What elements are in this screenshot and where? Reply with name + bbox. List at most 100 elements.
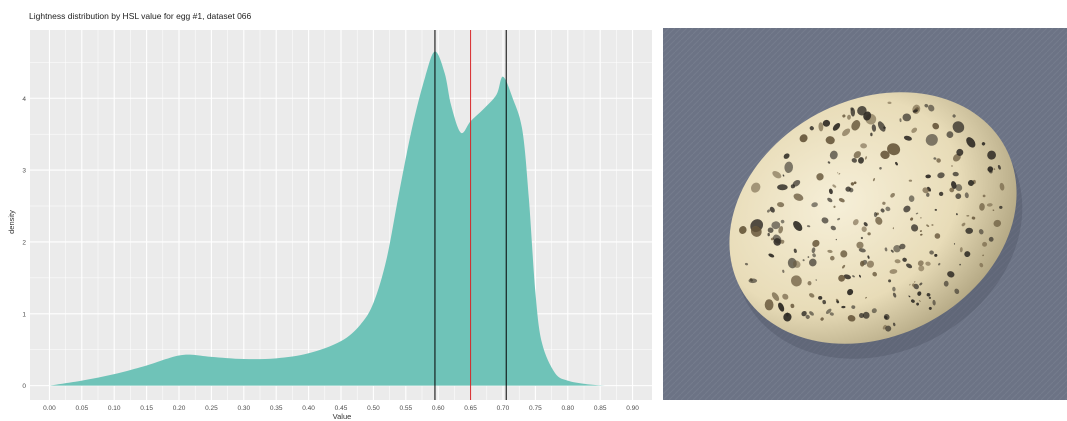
egg-speckle	[893, 244, 901, 253]
egg-speckle	[768, 253, 775, 258]
egg-speckle	[837, 217, 841, 221]
x-tick-label: 0.30	[237, 405, 250, 412]
egg-speckle	[965, 227, 973, 234]
egg-speckle	[801, 310, 807, 317]
egg-speckle	[931, 224, 934, 226]
egg-speckle	[866, 260, 875, 268]
x-tick-label: 0.25	[205, 405, 218, 412]
egg-speckle	[864, 156, 868, 160]
egg-speckle	[816, 173, 824, 181]
egg-speckle	[841, 305, 846, 309]
egg-speckle	[867, 232, 871, 236]
egg-speckle	[908, 195, 915, 202]
egg-speckle	[832, 123, 841, 131]
egg-speckle	[871, 124, 877, 132]
egg-speckle	[847, 114, 851, 120]
egg-speckle	[827, 249, 833, 253]
x-tick-label: 0.00	[43, 405, 56, 412]
egg-speckle	[953, 243, 956, 245]
egg-speckle	[920, 233, 923, 236]
egg-speckle	[892, 227, 894, 230]
egg-speckle	[947, 271, 955, 278]
egg-speckle	[811, 202, 818, 208]
egg-speckle	[952, 121, 965, 133]
x-tick-label: 0.50	[367, 405, 380, 412]
egg-speckle	[773, 238, 782, 246]
egg-speckle	[934, 233, 941, 239]
egg-speckle	[828, 188, 833, 195]
egg-speckle	[806, 225, 811, 228]
egg-speckle	[861, 226, 867, 232]
egg-speckle	[805, 314, 810, 319]
egg-speckle	[778, 226, 784, 234]
egg-speckle	[926, 192, 930, 197]
egg-speckle	[928, 306, 932, 310]
x-tick-label: 0.80	[561, 405, 574, 412]
x-tick-label: 0.40	[302, 405, 315, 412]
egg-speckle	[778, 302, 785, 312]
egg-speckle	[853, 151, 861, 159]
egg-speckle	[811, 247, 816, 254]
egg-speckle	[840, 250, 848, 258]
egg-speckle	[908, 179, 913, 182]
egg-speckle	[902, 257, 907, 262]
egg-speckle	[790, 275, 802, 287]
egg-speckle	[999, 205, 1003, 209]
egg-speckle	[910, 217, 914, 221]
egg-speckle	[857, 105, 867, 116]
egg-speckle	[946, 131, 954, 139]
egg-speckle	[936, 158, 941, 163]
egg-speckle	[764, 299, 774, 311]
y-tick-label: 1	[22, 311, 26, 318]
egg-speckle	[906, 263, 913, 269]
egg-speckle	[833, 205, 836, 208]
egg-speckle	[847, 289, 854, 296]
x-tick-label: 0.55	[399, 405, 412, 412]
egg-speckle	[979, 262, 984, 268]
egg-speckle	[911, 224, 919, 232]
x-tick-label: 0.70	[497, 405, 510, 412]
egg-speckle	[877, 121, 886, 132]
egg-speckle	[928, 296, 932, 300]
egg-speckle	[809, 293, 815, 298]
egg-speckle	[842, 128, 851, 137]
egg-speckle	[829, 312, 834, 316]
egg-speckle	[777, 184, 788, 191]
egg-speckle	[782, 293, 789, 300]
egg-speckle	[842, 114, 846, 118]
egg-speckle	[867, 255, 870, 259]
egg-speckle	[873, 212, 878, 218]
egg-speckle	[838, 173, 841, 175]
x-tick-label: 0.65	[464, 405, 477, 412]
egg-speckle	[858, 248, 866, 253]
egg-speckle	[892, 286, 896, 292]
egg-speckle	[860, 143, 867, 149]
egg-speckle	[961, 222, 966, 227]
egg-speckle	[890, 192, 895, 198]
egg-speckle	[911, 283, 916, 287]
egg-speckle	[943, 280, 949, 287]
egg-speckle	[883, 314, 890, 320]
egg-speckle	[851, 120, 861, 131]
egg-speckle	[911, 127, 918, 133]
egg-speckle	[830, 255, 835, 261]
egg-speckle	[952, 114, 956, 118]
egg-speckle	[920, 217, 922, 219]
egg-speckle	[872, 271, 878, 277]
egg-speckle	[978, 229, 984, 235]
egg-speckle	[917, 260, 924, 266]
egg-speckle	[966, 137, 976, 148]
egg-speckle	[988, 236, 994, 242]
egg-speckle	[885, 325, 892, 332]
egg-speckle	[932, 122, 940, 130]
egg-speckle	[863, 222, 868, 227]
egg-speckle	[982, 194, 986, 198]
egg-speckle	[739, 226, 747, 234]
egg-speckle	[850, 107, 856, 117]
egg-speckle	[807, 281, 812, 286]
egg-speckle	[815, 279, 817, 281]
egg-speckle	[799, 134, 808, 143]
x-tick-label: 0.75	[529, 405, 542, 412]
egg-speckle	[986, 203, 993, 207]
egg-speckle	[783, 312, 792, 322]
